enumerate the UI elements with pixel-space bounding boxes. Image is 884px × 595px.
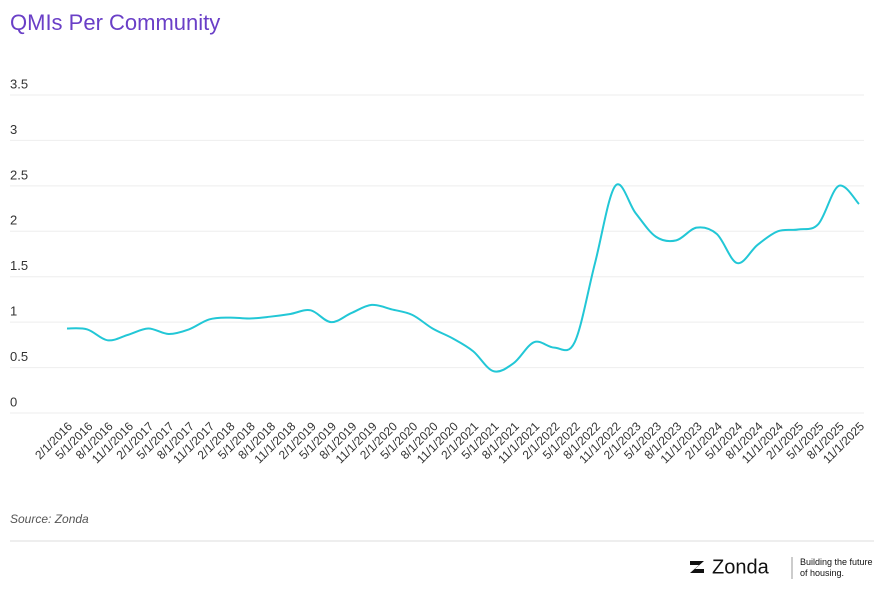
y-tick-label: 2.5 bbox=[10, 167, 28, 182]
y-tick-label: 0.5 bbox=[10, 349, 28, 364]
tagline: Building the future of housing. bbox=[800, 557, 873, 578]
y-tick-label: 3.5 bbox=[10, 76, 28, 91]
tagline-box: Building the future of housing. bbox=[800, 557, 873, 578]
y-tick-label: 1 bbox=[10, 304, 17, 319]
y-tick-label: 3 bbox=[10, 122, 17, 137]
source: Source: Zonda bbox=[10, 512, 89, 526]
y-tick-label: 1.5 bbox=[10, 258, 28, 273]
brand: Zonda bbox=[712, 556, 770, 578]
chart-title: QMIs Per Community bbox=[10, 10, 220, 35]
logo-icon bbox=[690, 561, 704, 573]
line bbox=[66, 183, 860, 373]
y-tick-label: 2 bbox=[10, 213, 17, 228]
y-tick-label: 0 bbox=[10, 394, 17, 409]
